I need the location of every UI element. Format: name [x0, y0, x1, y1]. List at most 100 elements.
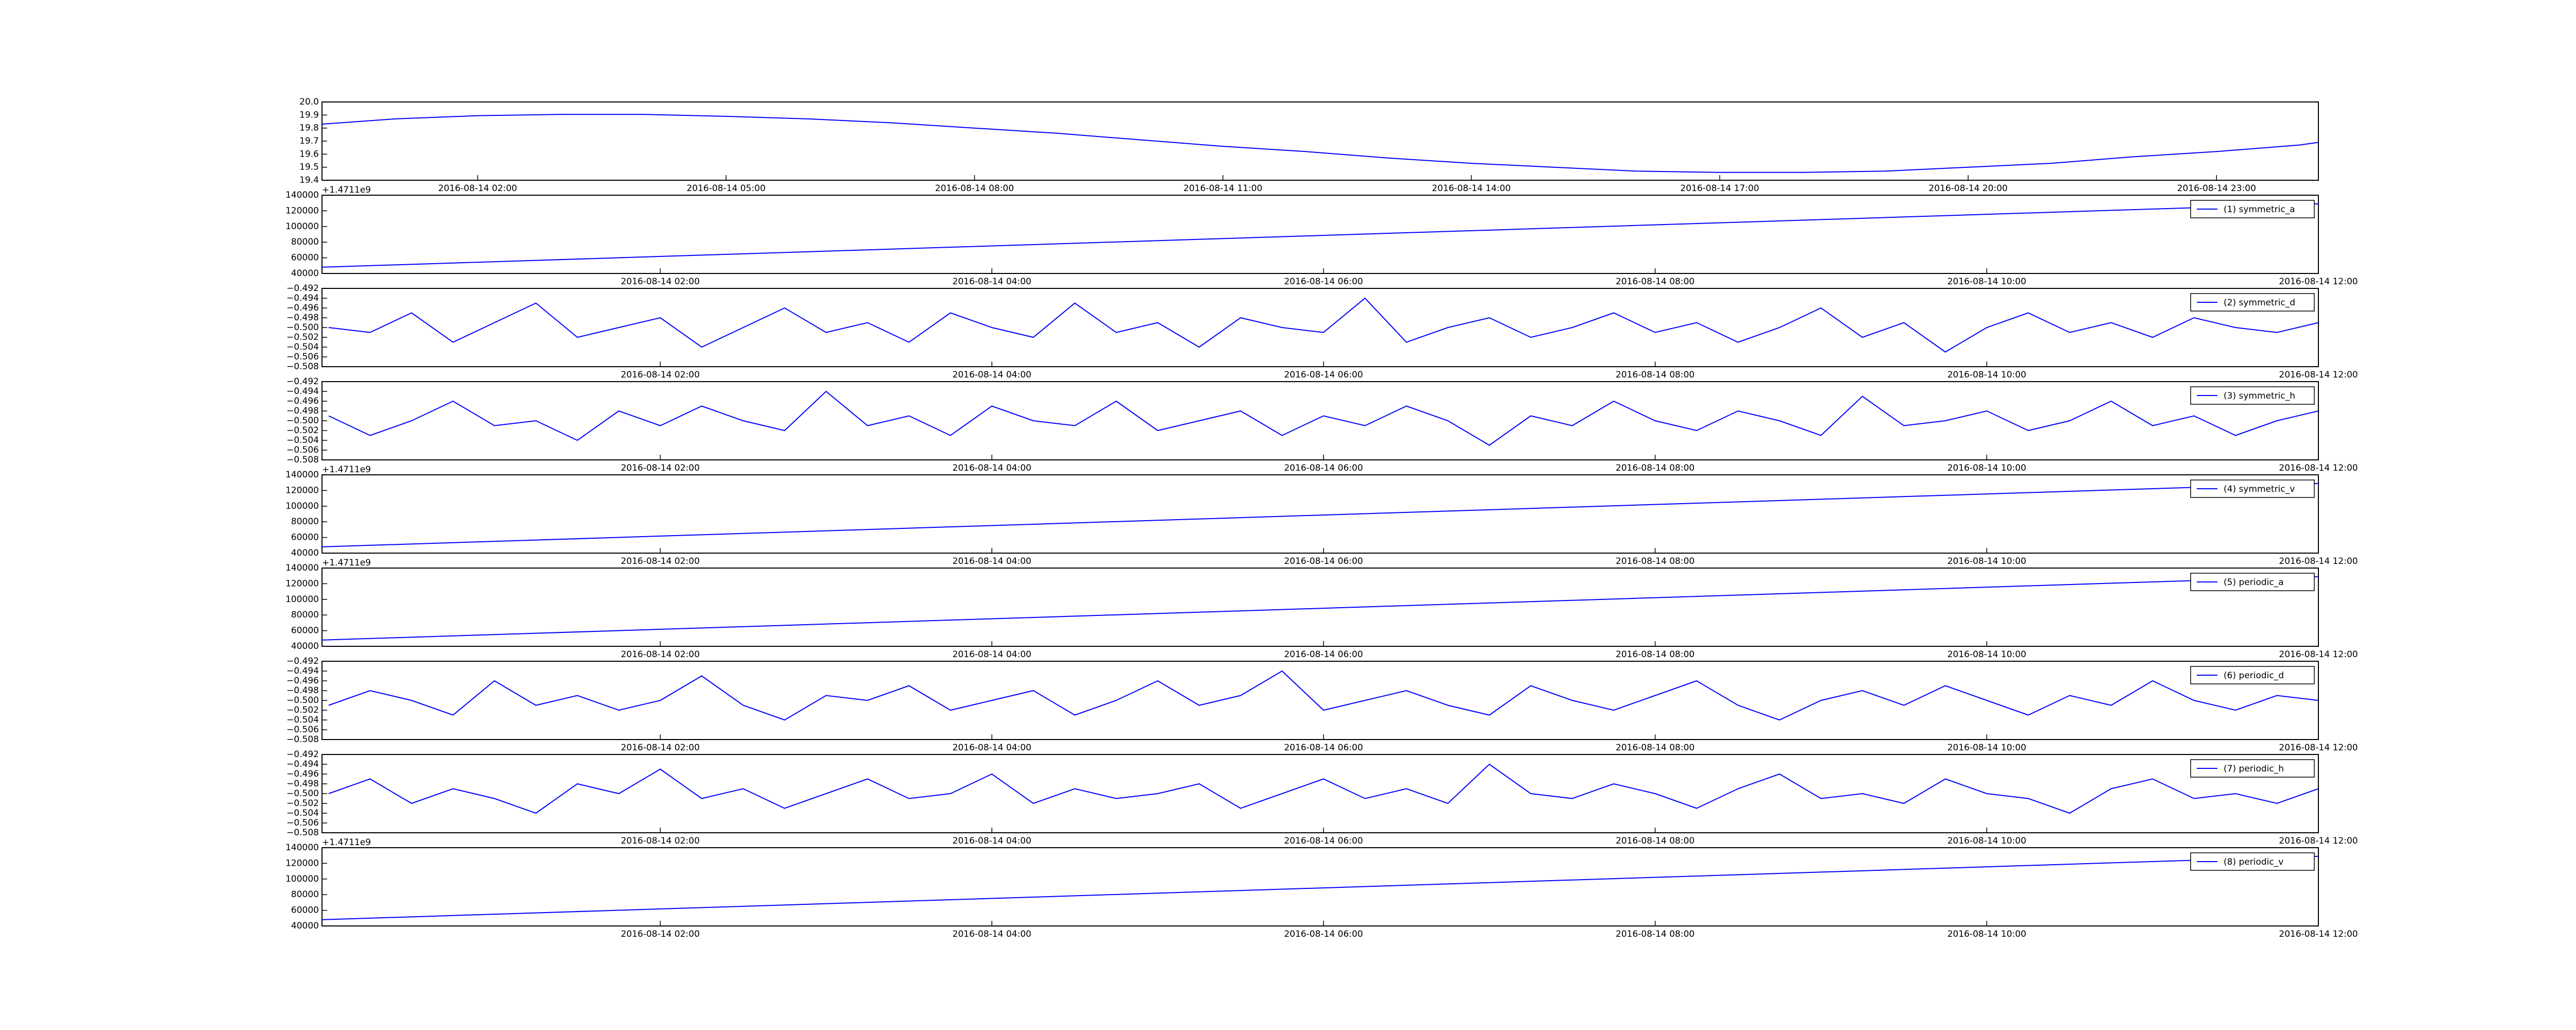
x-tick-label: 2016-08-14 06:00 [1284, 649, 1363, 660]
x-tick-label: 2016-08-14 04:00 [953, 277, 1031, 287]
x-tick-label: 2016-08-14 12:00 [2279, 836, 2358, 846]
data-line [321, 483, 2319, 547]
y-tick-label: 60000 [291, 626, 319, 636]
data-line [321, 855, 2319, 920]
x-tick-label: 2016-08-14 08:00 [1616, 370, 1694, 380]
data-line [328, 297, 2319, 353]
y-tick-label: −0.498 [286, 779, 319, 789]
legend-label: (3) symmetric_h [2224, 391, 2295, 401]
axes-frame [321, 474, 2319, 554]
x-tick-label: 2016-08-14 12:00 [2279, 463, 2358, 473]
data-line [321, 114, 2319, 173]
axes-frame [321, 568, 2319, 647]
x-tick-label: 2016-08-14 12:00 [2279, 743, 2358, 753]
y-tick-label: 19.5 [299, 162, 319, 173]
x-tick-label: 2016-08-14 10:00 [1947, 836, 2026, 846]
y-tick-label: −0.508 [286, 828, 319, 838]
y-tick-label: −0.498 [286, 313, 319, 323]
y-tick-label: −0.502 [286, 705, 319, 715]
x-tick-label: 2016-08-14 08:00 [1616, 556, 1694, 566]
y-tick-label: −0.506 [286, 818, 319, 828]
x-tick-label: 2016-08-14 06:00 [1284, 556, 1363, 566]
offset-text: +1.4711e9 [322, 465, 371, 475]
axes-frame [321, 381, 2319, 460]
x-tick-label: 2016-08-14 02:00 [438, 183, 517, 194]
x-tick-label: 2016-08-14 11:00 [1183, 183, 1262, 194]
y-tick-label: −0.496 [286, 769, 319, 779]
legend-label: (5) periodic_a [2224, 577, 2284, 588]
x-tick-label: 2016-08-14 14:00 [1432, 183, 1511, 194]
y-tick-label: −0.504 [286, 342, 319, 352]
data-line [321, 576, 2319, 641]
y-tick-label: −0.500 [286, 695, 319, 706]
x-tick-label: 2016-08-14 06:00 [1284, 463, 1363, 473]
offset-text: +1.4711e9 [322, 558, 371, 568]
y-tick-label: 20.0 [299, 97, 319, 107]
x-tick-label: 2016-08-14 04:00 [953, 649, 1031, 660]
axes-frame [321, 754, 2319, 833]
data-line [321, 203, 2319, 268]
legend-label: (8) periodic_v [2224, 857, 2283, 867]
y-tick-label: 100000 [285, 501, 319, 511]
x-tick-label: 2016-08-14 05:00 [687, 183, 766, 194]
x-tick-label: 2016-08-14 02:00 [621, 370, 700, 380]
y-tick-label: −0.508 [286, 362, 319, 372]
y-tick-label: −0.492 [286, 376, 319, 387]
x-tick-label: 2016-08-14 06:00 [1284, 277, 1363, 287]
y-tick-label: 80000 [291, 517, 319, 527]
x-tick-label: 2016-08-14 10:00 [1947, 743, 2026, 753]
y-tick-label: 60000 [291, 253, 319, 263]
y-tick-label: −0.498 [286, 685, 319, 696]
x-tick-label: 2016-08-14 04:00 [953, 836, 1031, 846]
y-tick-label: −0.504 [286, 715, 319, 725]
legend-label: (7) periodic_h [2224, 764, 2284, 774]
y-tick-label: −0.492 [286, 749, 319, 760]
x-tick-label: 2016-08-14 17:00 [1680, 183, 1759, 194]
x-tick-label: 2016-08-14 02:00 [621, 743, 700, 753]
y-tick-label: −0.506 [286, 352, 319, 362]
y-tick-label: −0.504 [286, 435, 319, 445]
x-tick-label: 2016-08-14 10:00 [1947, 277, 2026, 287]
x-tick-label: 2016-08-14 04:00 [953, 743, 1031, 753]
y-tick-label: −0.502 [286, 425, 319, 436]
y-tick-label: 120000 [285, 578, 319, 589]
x-tick-label: 2016-08-14 08:00 [1616, 277, 1694, 287]
y-tick-label: 140000 [285, 470, 319, 480]
x-tick-label: 2016-08-14 08:00 [1616, 743, 1694, 753]
y-tick-label: 40000 [291, 921, 319, 931]
x-tick-label: 2016-08-14 04:00 [953, 929, 1031, 939]
x-tick-label: 2016-08-14 10:00 [1947, 370, 2026, 380]
x-tick-label: 2016-08-14 06:00 [1284, 836, 1363, 846]
x-tick-label: 2016-08-14 02:00 [621, 277, 700, 287]
data-line [328, 670, 2319, 721]
x-tick-label: 2016-08-14 08:00 [1616, 649, 1694, 660]
x-tick-label: 2016-08-14 12:00 [2279, 277, 2358, 287]
y-tick-label: −0.500 [286, 322, 319, 333]
y-tick-label: −0.502 [286, 798, 319, 809]
y-tick-label: 60000 [291, 905, 319, 916]
y-tick-label: −0.494 [286, 293, 319, 303]
y-tick-label: 60000 [291, 533, 319, 543]
offset-text: +1.4711e9 [322, 837, 371, 848]
x-tick-label: 2016-08-14 12:00 [2279, 370, 2358, 380]
x-tick-label: 2016-08-14 08:00 [1616, 836, 1694, 846]
y-tick-label: 40000 [291, 548, 319, 558]
x-tick-label: 2016-08-14 04:00 [953, 556, 1031, 566]
y-tick-label: −0.506 [286, 725, 319, 735]
legend-label: (6) periodic_d [2224, 671, 2284, 681]
x-tick-label: 2016-08-14 04:00 [953, 370, 1031, 380]
y-tick-label: −0.496 [286, 676, 319, 686]
x-tick-label: 2016-08-14 06:00 [1284, 743, 1363, 753]
x-tick-label: 2016-08-14 23:00 [2177, 183, 2256, 194]
x-tick-label: 2016-08-14 08:00 [935, 183, 1014, 194]
x-tick-label: 2016-08-14 02:00 [621, 556, 700, 566]
x-tick-label: 2016-08-14 12:00 [2279, 649, 2358, 660]
y-tick-label: −0.502 [286, 332, 319, 342]
x-tick-label: 2016-08-14 12:00 [2279, 929, 2358, 939]
offset-text: +1.4711e9 [322, 185, 371, 195]
y-tick-label: −0.494 [286, 386, 319, 397]
y-tick-label: 19.9 [299, 110, 319, 120]
y-tick-label: −0.494 [286, 759, 319, 769]
axes-frame [321, 661, 2319, 740]
